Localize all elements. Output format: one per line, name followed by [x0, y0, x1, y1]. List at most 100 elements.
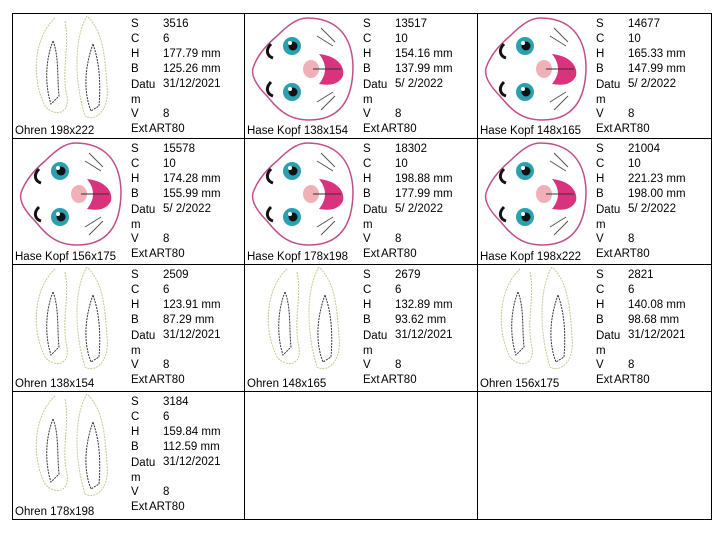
info-value-c: 6	[395, 284, 402, 296]
info-label: Ext	[131, 248, 148, 260]
info-value-s: 3184	[163, 396, 189, 408]
info-label-part: m	[363, 94, 373, 106]
info-value-v: 8	[163, 233, 170, 245]
info-label: Datu m	[596, 329, 620, 359]
design-cell[interactable]: Ohren 178x198 S 3184 C 6 H 159.84 mm B 112.59 mm…	[13, 392, 245, 519]
info-value-v: 8	[163, 486, 170, 498]
info-value-s: 21004	[628, 143, 660, 155]
info-value-s: 2821	[628, 269, 654, 281]
info-value-datum: 31/12/2021	[163, 78, 221, 90]
info-value-h: 123.91 mm	[163, 299, 221, 311]
info-label: S	[596, 18, 604, 30]
info-value-h: 140.08 mm	[628, 299, 686, 311]
info-value-b: 93.62 mm	[395, 314, 447, 326]
info-value-datum: 31/12/2021	[163, 456, 221, 468]
info-value-v: 8	[628, 233, 635, 245]
info-label: H	[596, 173, 605, 185]
design-name: Hase Kopf 138x154	[247, 125, 349, 137]
info-label: Datu m	[131, 78, 155, 108]
bunny-head-thumbnail-icon	[247, 141, 359, 247]
info-value-ext: ART80	[614, 374, 650, 386]
info-label-part: Datu	[131, 457, 156, 469]
info-label-part: m	[596, 219, 606, 231]
info-label-part: Datu	[131, 79, 156, 91]
bunny-head-thumbnail-icon	[247, 16, 359, 122]
info-value-h: 154.16 mm	[395, 48, 453, 60]
design-cell[interactable]: Hase Kopf 148x165 S 14677 C 10 H 165.33 mm B 147…	[478, 14, 711, 139]
info-value-v: 8	[395, 108, 402, 120]
info-label: H	[131, 426, 140, 438]
info-value-datum: 31/12/2021	[395, 329, 453, 341]
bunny-head-thumbnail-icon	[15, 141, 127, 247]
info-label: S	[596, 269, 604, 281]
ears-thumbnail-icon	[15, 266, 127, 373]
info-label: C	[363, 158, 372, 170]
info-label-part: m	[131, 345, 141, 357]
info-value-c: 6	[163, 33, 170, 45]
info-label: V	[131, 486, 139, 498]
design-cell[interactable]: Ohren 198x222 S 3516 C 6 H 177.79 mm B 125.26 mm…	[13, 14, 245, 139]
design-cell[interactable]	[478, 392, 711, 519]
info-label: C	[596, 158, 605, 170]
info-value-v: 8	[395, 359, 402, 371]
design-name: Ohren 178x198	[15, 506, 95, 518]
info-label: S	[131, 18, 139, 30]
info-value-ext: ART80	[614, 248, 650, 260]
info-label: C	[596, 33, 605, 45]
design-cell[interactable]: Hase Kopf 198x222 S 21004 C 10 H 221.23 mm B 198…	[478, 139, 711, 265]
info-label: V	[363, 233, 371, 245]
info-value-v: 8	[163, 359, 170, 371]
info-label: S	[363, 143, 371, 155]
info-value-h: 221.23 mm	[628, 173, 686, 185]
info-label: Ext	[596, 123, 613, 135]
info-value-s: 2679	[395, 269, 421, 281]
info-label: C	[131, 33, 140, 45]
design-cell[interactable]	[245, 392, 478, 519]
bunny-head-thumbnail-icon	[480, 16, 592, 122]
ears-thumbnail-icon	[247, 266, 359, 373]
info-label-part: Datu	[596, 79, 621, 91]
info-value-datum: 5/ 2/2022	[395, 203, 443, 215]
info-label: Ext	[131, 374, 148, 386]
info-value-v: 8	[628, 359, 635, 371]
info-value-h: 177.79 mm	[163, 48, 221, 60]
info-label: H	[363, 299, 372, 311]
info-value-b: 155.99 mm	[163, 188, 221, 200]
info-label: Ext	[596, 374, 613, 386]
info-label: B	[131, 63, 139, 75]
info-label: V	[131, 233, 139, 245]
info-value-s: 18302	[395, 143, 427, 155]
info-value-v: 8	[395, 233, 402, 245]
design-cell[interactable]: Hase Kopf 178x198 S 18302 C 10 H 198.88 mm B 177…	[245, 139, 478, 265]
info-label: B	[131, 441, 139, 453]
design-cell[interactable]: Hase Kopf 156x175 S 15578 C 10 H 174.28 mm B 155…	[13, 139, 245, 265]
info-label-part: Datu	[131, 330, 156, 342]
info-label: S	[131, 269, 139, 281]
info-label: B	[596, 63, 604, 75]
info-value-ext: ART80	[149, 501, 185, 513]
info-value-ext: ART80	[381, 248, 417, 260]
design-cell[interactable]: Ohren 156x175 S 2821 C 6 H 140.08 mm B 98.68 mm D…	[478, 265, 711, 392]
info-value-datum: 5/ 2/2022	[163, 203, 211, 215]
info-value-ext: ART80	[614, 123, 650, 135]
design-name: Ohren 198x222	[15, 125, 95, 137]
design-cell[interactable]: Ohren 138x154 S 2509 C 6 H 123.91 mm B 87.29 mm D…	[13, 265, 245, 392]
info-value-c: 10	[628, 33, 641, 45]
info-label: H	[131, 173, 140, 185]
info-label-part: Datu	[363, 204, 388, 216]
info-label: S	[131, 396, 139, 408]
info-label: V	[131, 359, 139, 371]
info-label: B	[131, 314, 139, 326]
design-cell[interactable]: Hase Kopf 138x154 S 13517 C 10 H 154.16 mm B 137…	[245, 14, 478, 139]
info-value-datum: 5/ 2/2022	[395, 78, 443, 90]
info-value-c: 6	[163, 411, 170, 423]
info-value-b: 198.00 mm	[628, 188, 686, 200]
info-value-s: 2509	[163, 269, 189, 281]
info-label: Datu m	[363, 329, 387, 359]
design-cell[interactable]: Ohren 148x165 S 2679 C 6 H 132.89 mm B 93.62 mm D…	[245, 265, 478, 392]
design-name: Ohren 156x175	[480, 378, 560, 390]
info-value-v: 8	[163, 108, 170, 120]
info-value-ext: ART80	[381, 123, 417, 135]
info-label: S	[363, 18, 371, 30]
info-value-b: 177.99 mm	[395, 188, 453, 200]
